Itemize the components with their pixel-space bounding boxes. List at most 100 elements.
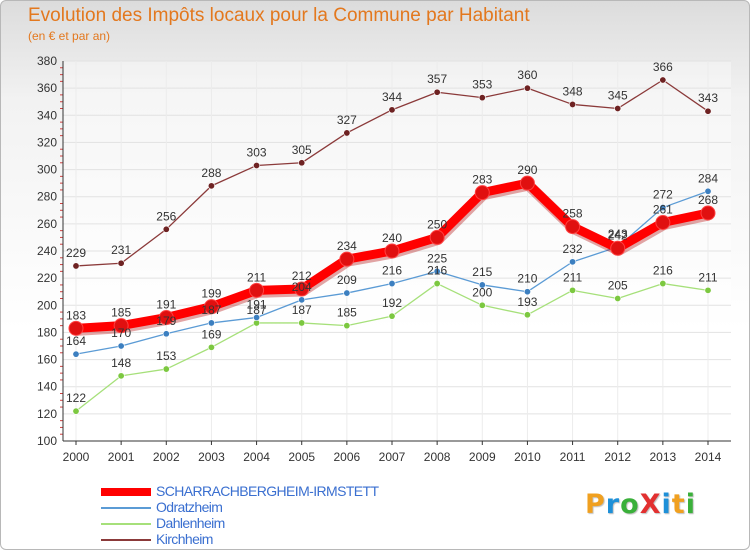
y-tick-label: 100: [37, 434, 57, 448]
x-tick-label: 2007: [379, 450, 406, 464]
data-label: 210: [517, 272, 537, 286]
data-label: 183: [66, 308, 86, 322]
logo-letter: o: [620, 489, 640, 520]
x-tick-label: 2014: [695, 450, 722, 464]
x-tick-label: 2005: [288, 450, 315, 464]
data-label: 250: [427, 217, 447, 231]
x-tick-label: 2013: [650, 450, 677, 464]
data-point: [117, 372, 125, 380]
y-tick-label: 280: [37, 190, 57, 204]
data-label: 216: [427, 264, 447, 278]
data-point: [72, 350, 80, 358]
data-label: 187: [292, 303, 312, 317]
data-label: 366: [653, 60, 673, 74]
data-label: 205: [608, 279, 628, 293]
data-label: 200: [472, 285, 492, 299]
y-tick-label: 160: [37, 353, 57, 367]
data-label: 225: [427, 251, 447, 265]
data-point: [158, 310, 174, 325]
data-point: [704, 286, 712, 294]
y-tick-label: 200: [37, 298, 57, 312]
legend-swatch-kirchheim: [101, 539, 151, 541]
data-point: [343, 129, 351, 137]
data-point: [162, 365, 170, 373]
data-point: [704, 187, 712, 195]
data-point: [523, 288, 531, 296]
data-label: 240: [382, 231, 402, 245]
data-label: 216: [382, 264, 402, 278]
chart-title: Evolution des Impôts locaux pour la Comm…: [28, 5, 530, 26]
data-label: 284: [698, 171, 718, 185]
data-point: [478, 281, 486, 289]
data-label: 290: [517, 163, 537, 177]
data-label: 199: [201, 287, 221, 301]
x-tick-label: 2001: [108, 450, 135, 464]
data-label: 231: [111, 243, 131, 257]
data-point: [569, 100, 577, 108]
data-label: 204: [292, 280, 312, 294]
data-label: 179: [156, 314, 176, 328]
x-tick-label: 2009: [469, 450, 496, 464]
data-point: [117, 259, 125, 267]
data-label: 357: [427, 72, 447, 86]
data-point: [343, 289, 351, 297]
data-label: 216: [653, 264, 673, 278]
data-label: 345: [608, 89, 628, 103]
data-point: [388, 106, 396, 114]
data-point: [298, 319, 306, 327]
data-label: 122: [66, 391, 86, 405]
y-tick-label: 220: [37, 271, 57, 285]
x-tick-label: 2010: [514, 450, 541, 464]
data-point: [249, 282, 265, 298]
data-label: 209: [337, 273, 357, 287]
x-tick-label: 2004: [243, 450, 270, 464]
data-point: [384, 243, 400, 259]
data-label: 170: [111, 326, 131, 340]
data-label: 268: [698, 193, 718, 207]
data-point: [253, 313, 261, 321]
data-point: [68, 320, 84, 336]
data-point: [659, 280, 667, 288]
logo-letter: X: [639, 489, 662, 520]
legend-swatch-odratzheim: [101, 507, 151, 509]
data-point: [162, 330, 170, 338]
data-point: [294, 281, 310, 297]
x-tick-label: 2003: [198, 450, 225, 464]
data-label: 303: [247, 146, 267, 160]
data-label: 353: [472, 78, 492, 92]
y-tick-label: 360: [37, 81, 57, 95]
data-label: 191: [156, 298, 176, 312]
data-label: 234: [337, 239, 357, 253]
data-label: 283: [472, 173, 492, 187]
data-point: [72, 407, 80, 415]
x-tick-label: 2012: [604, 450, 631, 464]
proxiti-logo: ProXiti: [585, 489, 696, 520]
data-point: [655, 215, 671, 230]
data-label: 232: [563, 242, 583, 256]
data-point: [207, 319, 215, 327]
x-tick-label: 2011: [560, 450, 586, 464]
data-point: [162, 225, 170, 233]
data-point: [298, 159, 306, 167]
data-label: 187: [247, 303, 267, 317]
data-point: [523, 84, 531, 92]
data-point: [298, 296, 306, 304]
data-point: [339, 251, 355, 267]
data-point: [203, 299, 219, 315]
y-tick-label: 320: [37, 135, 57, 149]
data-point: [569, 286, 577, 294]
legend-label-dahlenheim: Dahlenheim: [156, 515, 225, 531]
data-point: [478, 301, 486, 309]
data-label: 229: [66, 246, 86, 260]
data-label: 360: [517, 68, 537, 82]
x-tick-label: 2006: [334, 450, 361, 464]
y-tick-label: 380: [37, 54, 57, 68]
data-label: 343: [698, 91, 718, 105]
data-point: [704, 107, 712, 115]
data-point: [523, 311, 531, 319]
data-point: [343, 322, 351, 330]
data-label: 212: [292, 269, 312, 283]
data-point: [72, 262, 80, 270]
